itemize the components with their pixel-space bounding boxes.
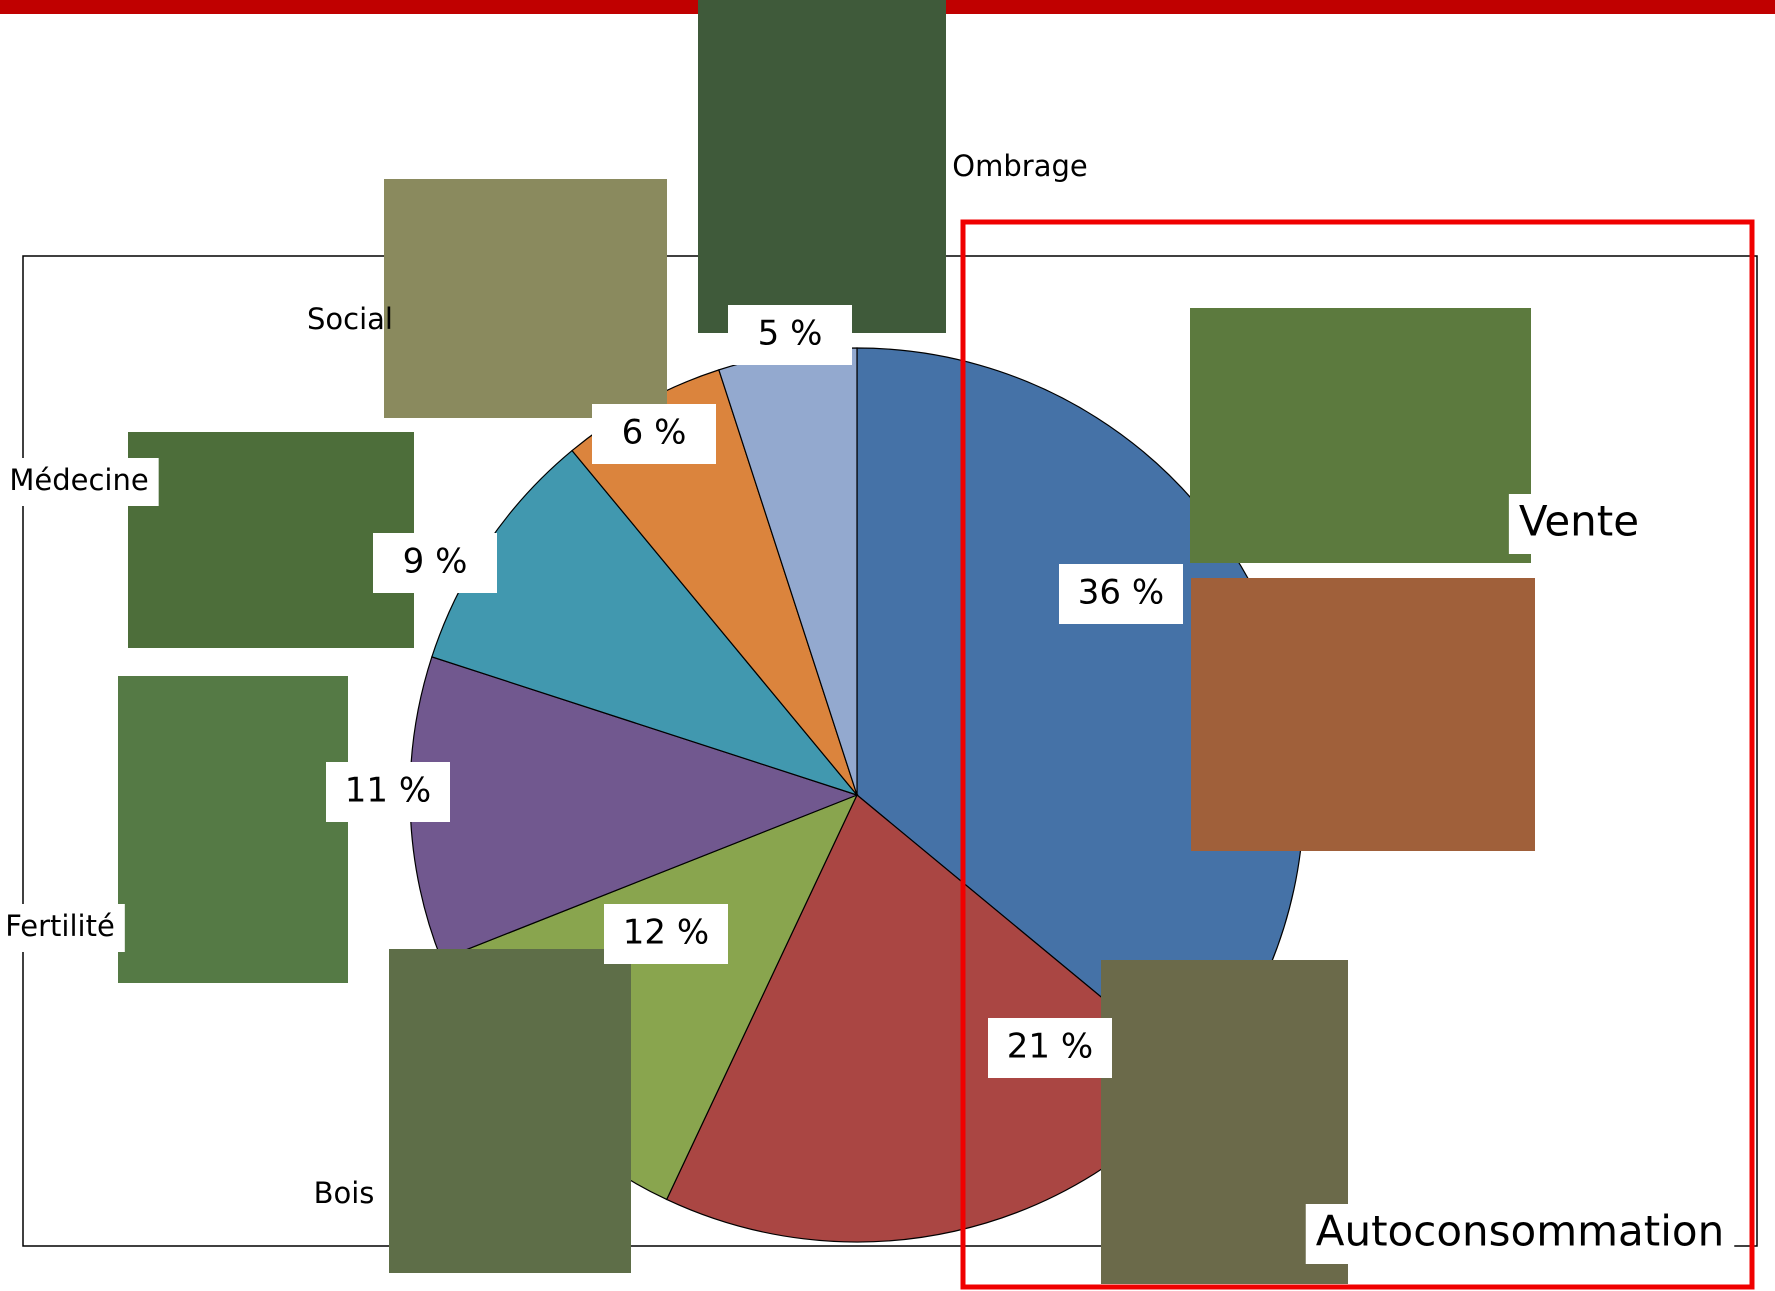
photo (384, 179, 667, 418)
category-label: Bois (314, 1176, 375, 1210)
value-label: 9 % (403, 542, 468, 582)
category-label: Ombrage (952, 149, 1087, 183)
highlight-box (960, 219, 1755, 1290)
top-bar (946, 0, 1775, 14)
category-label-bg (0, 904, 125, 952)
category-label-bg (0, 458, 159, 506)
value-label: 6 % (622, 413, 687, 453)
photo (389, 949, 631, 1273)
value-label: 12 % (623, 913, 709, 953)
value-label: 5 % (758, 314, 823, 354)
value-label: 36 % (1078, 573, 1164, 613)
category-label: Autoconsommation (1316, 1207, 1725, 1256)
value-label-bg (373, 533, 497, 593)
top-bar (0, 0, 698, 14)
value-label: 21 % (1007, 1027, 1093, 1067)
photo (118, 676, 348, 983)
value-label-bg (988, 1018, 1112, 1078)
photo (1190, 308, 1531, 563)
photo (128, 432, 414, 648)
category-label: Médecine (9, 463, 148, 497)
category-label-bg (303, 1171, 385, 1219)
labels: 36 % 21 % 12 % 11 % 9 % 6 % 5 % Vente Autoconsom… (0, 149, 1735, 1264)
category-label: Vente (1519, 497, 1639, 546)
value-label-bg (592, 404, 716, 464)
category-label-bg (1508, 494, 1650, 554)
photo (698, 0, 946, 333)
category-label: Fertilité (5, 909, 115, 943)
value-label-bg (728, 305, 852, 365)
value-label: 11 % (345, 771, 431, 811)
category-label-bg (1305, 1204, 1735, 1264)
category-label: Social (307, 302, 393, 336)
photos (118, 0, 1535, 1284)
value-label-bg (1059, 564, 1183, 624)
photo (1191, 578, 1535, 851)
value-label-bg (604, 904, 728, 964)
value-label-bg (326, 762, 450, 822)
